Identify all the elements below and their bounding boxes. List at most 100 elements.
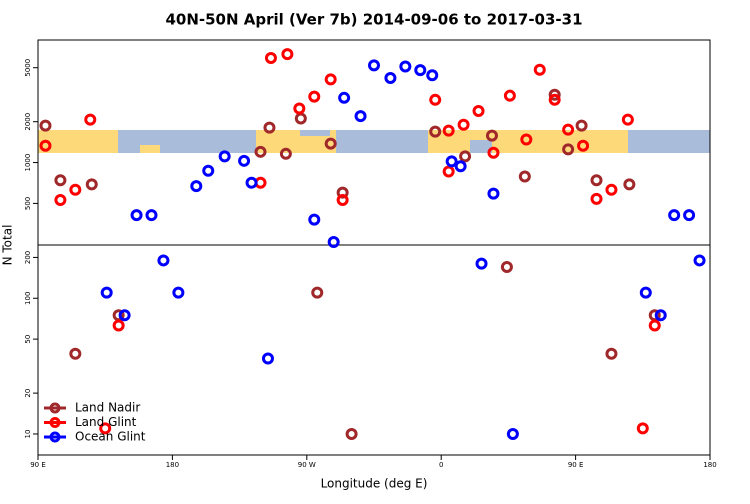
point [518,170,531,183]
point [506,427,519,440]
point [654,309,667,322]
point [368,59,380,72]
point [457,118,470,131]
y-tick-label: 2000 [24,113,32,131]
point [445,155,458,168]
point [69,347,82,360]
point [293,102,306,115]
legend-marker [49,431,61,443]
point [100,286,113,299]
point [157,254,170,267]
y-tick-label: 5000 [24,59,32,77]
point [54,174,67,187]
x-tick-label: 90 E [568,461,584,469]
point [485,129,498,142]
y-tick-label: 200 [24,251,32,264]
y-tick-label: 20 [24,389,32,398]
plot-frame [37,39,711,456]
point [54,193,67,206]
y-axis-title: N Total [1,225,15,266]
point [459,150,472,163]
map-strip [38,130,710,153]
point [190,180,203,193]
point [472,104,485,117]
point [520,133,533,146]
y-tick-label: 1000 [24,154,32,172]
point [621,113,634,126]
y-tick-label: 50 [24,335,32,344]
point [327,235,340,248]
legend-label: Land Glint [75,415,137,429]
x-tick-label: 180 [703,461,716,469]
point [533,63,546,76]
point [548,93,561,106]
point [112,319,125,332]
x-axis-title: Longitude (deg E) [321,477,428,491]
point [354,110,367,123]
point [84,113,97,126]
point [308,213,321,226]
point [336,186,349,199]
x-tick-label: 90 E [30,461,46,469]
point [487,187,500,200]
x-tick-label: 90 W [298,461,316,469]
x-tick-label: 0 [439,461,443,469]
point [39,119,52,132]
point [130,209,143,222]
point [500,260,513,273]
chart-title: 40N-50N April (Ver 7b) 2014-09-06 to 201… [165,11,582,29]
legend-label: Ocean Glint [75,430,146,444]
point [575,119,588,132]
point [648,319,661,332]
point [264,51,277,64]
point [668,209,681,222]
point [99,422,112,435]
point [294,112,307,125]
point [590,174,603,187]
point [118,309,131,322]
y-tick-label: 10 [24,430,32,439]
point [324,137,337,150]
point [442,124,455,137]
legend-marker [49,417,61,428]
point [345,427,358,440]
point [238,154,251,167]
point [414,64,427,77]
point [261,352,274,365]
point [475,257,488,270]
point [693,254,706,267]
point [384,71,397,84]
point [442,165,455,178]
point [429,125,442,138]
point [426,69,439,82]
legend-label: Land Nadir [75,401,140,415]
point [202,164,215,177]
point [605,347,618,360]
point [503,89,516,102]
point [69,183,82,196]
point [263,121,276,134]
point [429,93,442,106]
point [590,192,603,205]
point [338,91,351,104]
point [639,286,652,299]
point [308,90,321,103]
point [623,178,636,191]
point [254,145,267,158]
point [281,48,294,61]
point [218,150,231,163]
point [336,193,349,206]
point [562,143,575,156]
point [279,147,292,160]
point [562,123,575,136]
point [487,146,500,159]
point [548,88,561,101]
point [311,286,324,299]
point [399,60,412,73]
point [39,139,52,152]
point [245,176,258,189]
point [636,422,649,435]
point [454,160,467,173]
y-tick-label: 100 [24,292,32,305]
